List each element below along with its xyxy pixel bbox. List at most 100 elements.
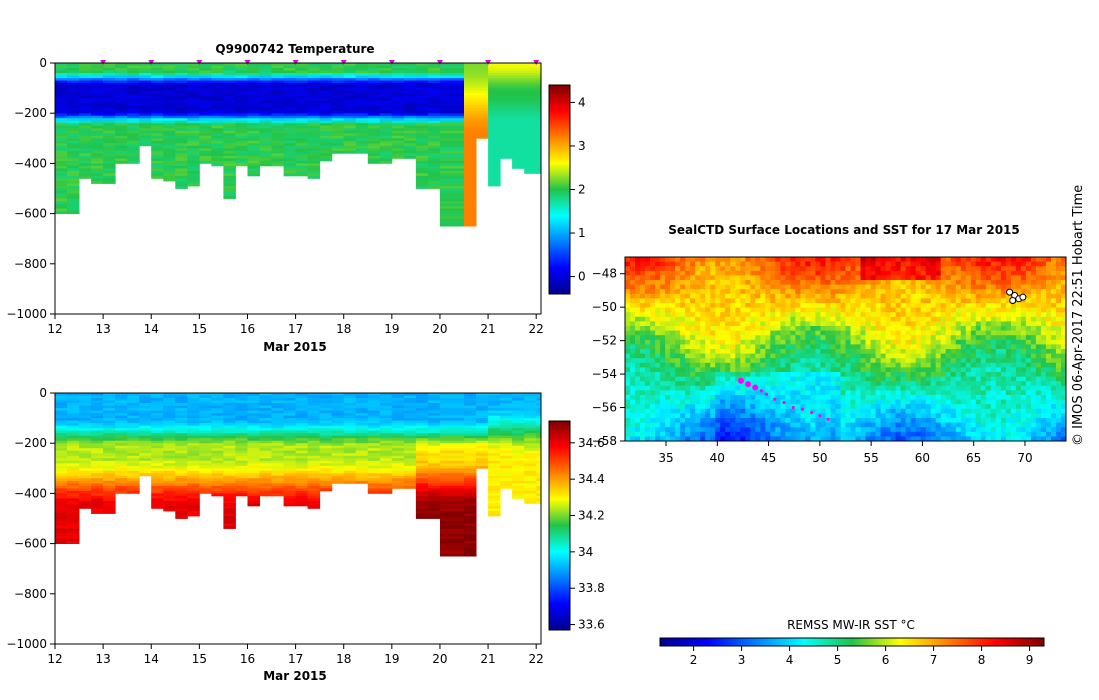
sst-cell (735, 307, 741, 313)
heatmap-cell (427, 70, 441, 74)
sst-cell (740, 326, 746, 331)
heatmap-cell (391, 93, 405, 97)
heatmap-cell (319, 65, 333, 69)
sst-cell (775, 335, 781, 341)
heatmap-cell (175, 460, 188, 464)
sst-cell (765, 404, 771, 410)
heatmap-cell (307, 168, 321, 172)
heatmap-cell (319, 118, 333, 122)
heatmap-cell (427, 170, 441, 174)
heatmap-cell (211, 70, 224, 74)
heatmap-cell (223, 398, 236, 401)
heatmap-cell (355, 148, 369, 152)
heatmap-cell (259, 473, 272, 477)
sst-cell (690, 321, 696, 327)
heatmap-cell (55, 415, 68, 419)
sst-cell (640, 275, 646, 281)
heatmap-cell (175, 440, 188, 444)
heatmap-cell (235, 128, 248, 132)
heatmap-cell (235, 140, 248, 144)
sst-cell (710, 339, 716, 345)
heatmap-cell (331, 123, 345, 127)
heatmap-cell (488, 88, 501, 92)
heatmap-cell (524, 420, 537, 424)
heatmap-cell (524, 465, 537, 469)
sst-cell (760, 427, 766, 433)
sst-cell (785, 298, 791, 304)
sst-cell (660, 326, 666, 331)
sst-cell (625, 376, 631, 382)
heatmap-cell (187, 63, 200, 66)
heatmap-cell (79, 455, 92, 459)
heatmap-cell (500, 473, 513, 477)
sst-cell (630, 307, 636, 313)
heatmap-cell (91, 118, 104, 122)
heatmap-cell (403, 485, 417, 489)
heatmap-cell (415, 75, 429, 79)
heatmap-cell (55, 70, 68, 74)
heatmap-cell (524, 110, 537, 114)
heatmap-cell (139, 463, 152, 467)
heatmap-cell (235, 103, 248, 107)
heatmap-cell (524, 463, 537, 467)
sst-cell (640, 280, 646, 285)
heatmap-cell (271, 133, 284, 137)
sst-cell (730, 257, 736, 262)
heatmap-cell (427, 478, 441, 482)
heatmap-cell (307, 445, 321, 449)
heatmap-cell (536, 73, 542, 76)
heatmap-cell (536, 458, 542, 462)
heatmap-cell (223, 130, 236, 134)
heatmap-cell (199, 83, 212, 87)
heatmap-cell (127, 428, 140, 432)
heatmap-cell (464, 115, 477, 119)
heatmap-cell (319, 393, 333, 396)
heatmap-cell (175, 148, 188, 152)
heatmap-cell (319, 63, 333, 66)
sst-cell (705, 303, 711, 308)
heatmap-cell (464, 423, 477, 427)
heatmap-cell (283, 118, 297, 122)
sst-cell (685, 257, 691, 262)
heatmap-cell (500, 410, 513, 414)
heatmap-cell (295, 173, 309, 177)
sst-cell (695, 362, 701, 368)
heatmap-cell (500, 85, 513, 89)
heatmap-cell (427, 158, 441, 162)
heatmap-cell (427, 173, 441, 177)
heatmap-cell (103, 395, 116, 399)
sst-cell (705, 385, 711, 391)
heatmap-cell (79, 418, 92, 422)
heatmap-cell (259, 150, 272, 154)
heatmap-cell (524, 148, 537, 152)
sst-cell (630, 408, 636, 414)
heatmap-cell (103, 150, 116, 154)
sst-cell (715, 413, 721, 419)
heatmap-cell (127, 158, 140, 162)
sst-cell (700, 293, 706, 299)
heatmap-cell (247, 68, 260, 71)
heatmap-cell (488, 398, 501, 401)
heatmap-cell (199, 138, 212, 142)
heatmap-cell (536, 105, 542, 109)
sst-cell (700, 261, 706, 267)
heatmap-cell (524, 433, 537, 437)
heatmap-cell (476, 405, 489, 409)
temperature-colorbar (548, 84, 571, 295)
heatmap-cell (307, 78, 321, 82)
sst-cell (655, 266, 661, 272)
sst-cell (655, 326, 661, 331)
heatmap-cell (115, 138, 128, 142)
heatmap-cell (295, 458, 309, 462)
sst-cell (785, 312, 791, 318)
heatmap-cell (427, 430, 441, 434)
heatmap-cell (187, 463, 200, 467)
sst-cell (695, 270, 701, 276)
heatmap-cell (223, 450, 236, 454)
heatmap-cell (103, 100, 116, 104)
heatmap-cell (139, 398, 152, 401)
heatmap-cell (211, 153, 224, 157)
sst-cell (685, 280, 691, 285)
heatmap-cell (115, 450, 128, 454)
heatmap-cell (488, 428, 501, 432)
